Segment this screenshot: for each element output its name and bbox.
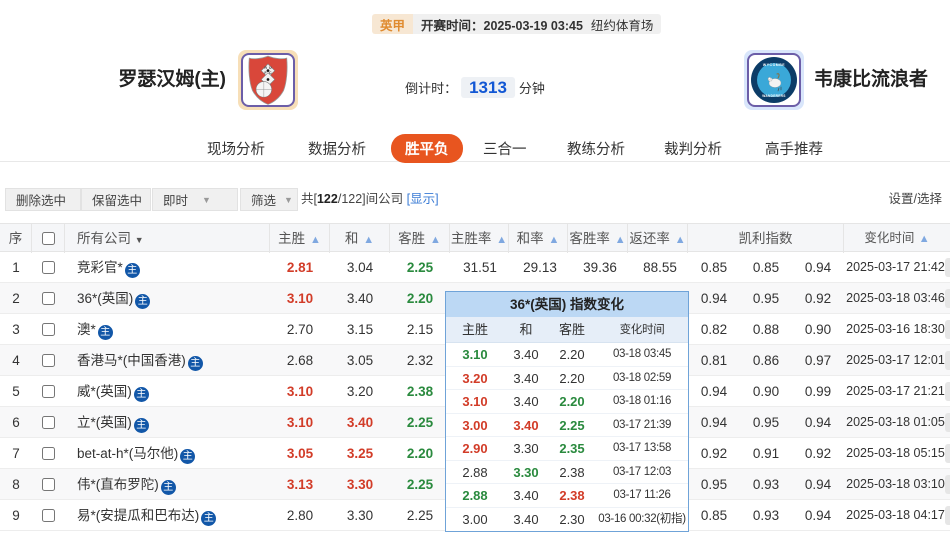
svg-text:WYCOMBE: WYCOMBE	[763, 63, 785, 67]
svg-text:WANDERERS: WANDERERS	[762, 94, 786, 98]
svg-text:R: R	[264, 66, 267, 70]
svg-text:U: U	[269, 66, 272, 70]
